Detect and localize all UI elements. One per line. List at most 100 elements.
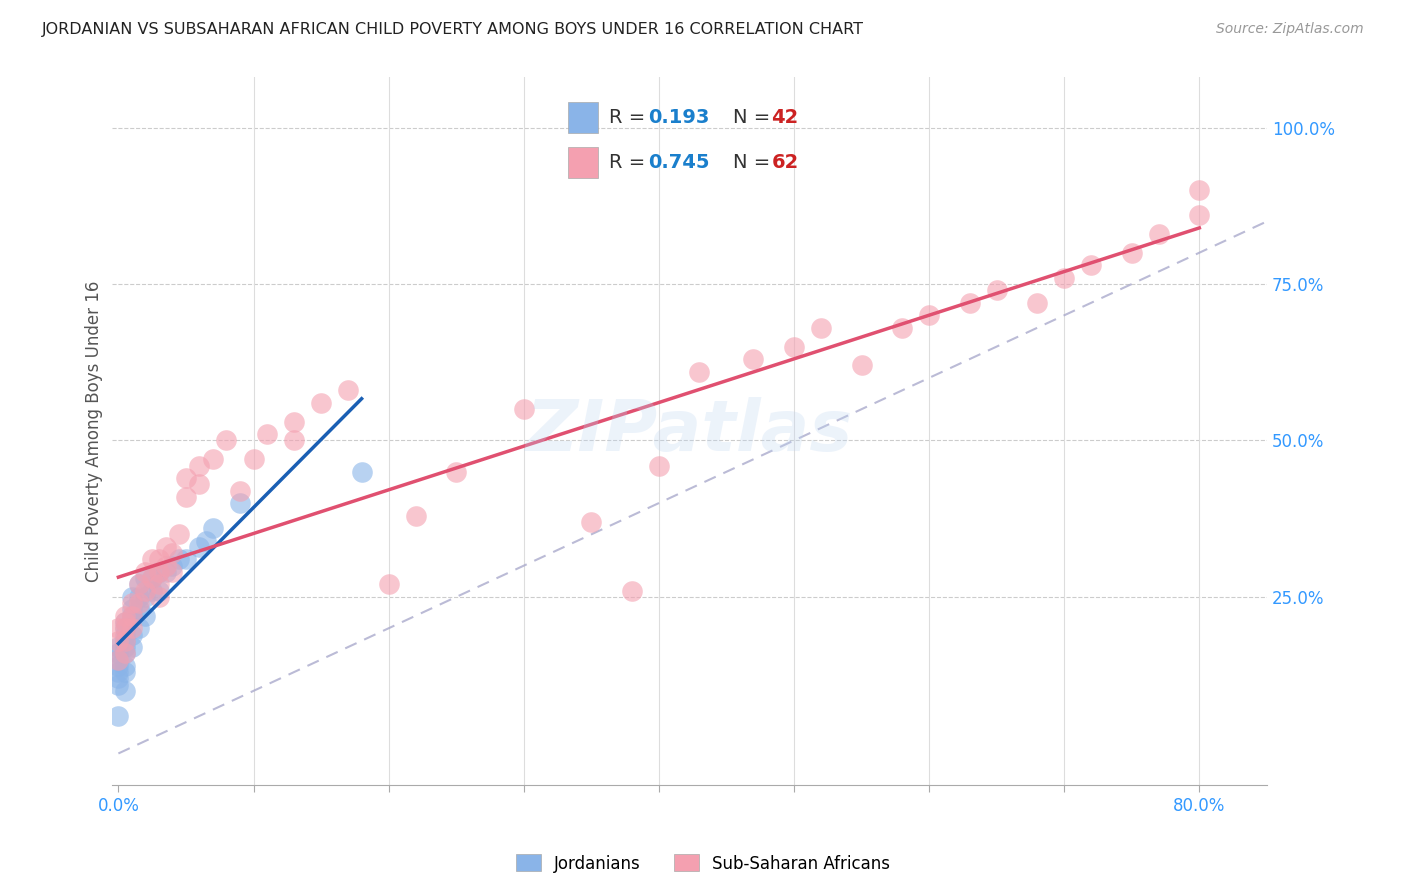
Point <box>121 602 143 616</box>
Point <box>114 646 136 660</box>
Point <box>128 602 150 616</box>
Point <box>107 709 129 723</box>
Point <box>114 633 136 648</box>
Point <box>229 483 252 498</box>
Point <box>1121 245 1143 260</box>
Point <box>162 558 184 573</box>
Point <box>114 684 136 698</box>
Point <box>121 621 143 635</box>
Point <box>188 477 211 491</box>
Point <box>620 583 643 598</box>
Point <box>891 321 914 335</box>
Point <box>107 665 129 679</box>
Point <box>918 308 941 322</box>
Point <box>114 633 136 648</box>
Point <box>107 646 129 660</box>
Point <box>148 577 170 591</box>
Point <box>121 627 143 641</box>
Point <box>141 552 163 566</box>
Point <box>167 552 190 566</box>
Point <box>1053 270 1076 285</box>
Point <box>128 596 150 610</box>
Point <box>162 565 184 579</box>
Point <box>141 583 163 598</box>
Point <box>215 434 238 448</box>
Point <box>114 658 136 673</box>
Point <box>350 465 373 479</box>
Point <box>256 427 278 442</box>
Point <box>1026 295 1049 310</box>
Point <box>121 640 143 654</box>
Point <box>134 583 156 598</box>
Point <box>377 577 399 591</box>
Point <box>128 621 150 635</box>
Point <box>114 640 136 654</box>
Point <box>810 321 832 335</box>
Point <box>128 577 150 591</box>
Point <box>141 571 163 585</box>
Point <box>851 359 873 373</box>
Point <box>155 565 177 579</box>
Text: Source: ZipAtlas.com: Source: ZipAtlas.com <box>1216 22 1364 37</box>
Point <box>337 384 360 398</box>
Point <box>134 590 156 604</box>
Legend: Jordanians, Sub-Saharan Africans: Jordanians, Sub-Saharan Africans <box>509 847 897 880</box>
Point <box>162 546 184 560</box>
Point <box>148 590 170 604</box>
Point <box>309 396 332 410</box>
Point <box>201 452 224 467</box>
Y-axis label: Child Poverty Among Boys Under 16: Child Poverty Among Boys Under 16 <box>86 280 103 582</box>
Point <box>742 352 765 367</box>
Point <box>1188 183 1211 197</box>
Point <box>959 295 981 310</box>
Point <box>141 571 163 585</box>
Point <box>148 552 170 566</box>
Point <box>648 458 671 473</box>
Text: ZIPatlas: ZIPatlas <box>526 397 853 466</box>
Point <box>242 452 264 467</box>
Point <box>128 577 150 591</box>
Point <box>155 558 177 573</box>
Point <box>188 540 211 554</box>
Point <box>114 627 136 641</box>
Text: JORDANIAN VS SUBSAHARAN AFRICAN CHILD POVERTY AMONG BOYS UNDER 16 CORRELATION CH: JORDANIAN VS SUBSAHARAN AFRICAN CHILD PO… <box>42 22 865 37</box>
Point <box>107 640 129 654</box>
Point <box>107 658 129 673</box>
Point <box>174 552 197 566</box>
Point <box>986 283 1008 297</box>
Point <box>581 515 603 529</box>
Point <box>283 415 305 429</box>
Point <box>114 608 136 623</box>
Point <box>107 652 129 666</box>
Point <box>121 596 143 610</box>
Point <box>174 471 197 485</box>
Point <box>1188 208 1211 222</box>
Point <box>107 633 129 648</box>
Point <box>1080 258 1102 272</box>
Point <box>121 590 143 604</box>
Point <box>283 434 305 448</box>
Point <box>107 652 129 666</box>
Point <box>148 565 170 579</box>
Point <box>107 671 129 685</box>
Point <box>513 402 536 417</box>
Point <box>114 615 136 629</box>
Point <box>121 608 143 623</box>
Point <box>148 583 170 598</box>
Point <box>444 465 467 479</box>
Point <box>155 540 177 554</box>
Point <box>148 565 170 579</box>
Point <box>107 621 129 635</box>
Point <box>201 521 224 535</box>
Point <box>114 646 136 660</box>
Point <box>1147 227 1170 241</box>
Point <box>121 608 143 623</box>
Point <box>134 565 156 579</box>
Point <box>188 458 211 473</box>
Point <box>114 615 136 629</box>
Point <box>134 608 156 623</box>
Point <box>195 533 218 548</box>
Point <box>128 590 150 604</box>
Point <box>134 571 156 585</box>
Point <box>783 340 806 354</box>
